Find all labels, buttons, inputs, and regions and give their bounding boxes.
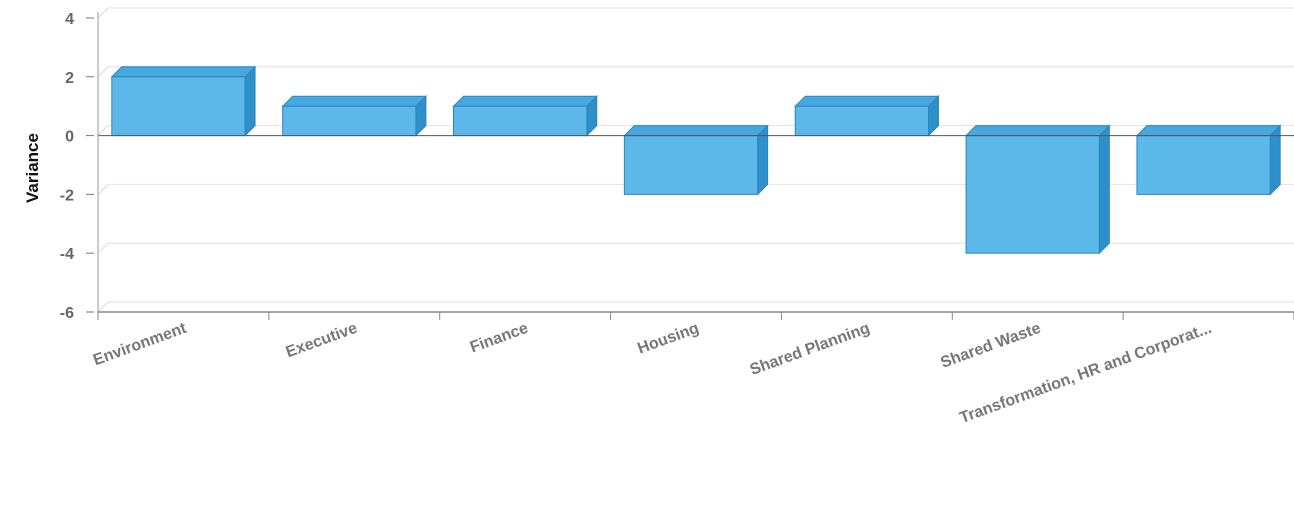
bar-side-face <box>244 65 256 137</box>
x-tick-label: Housing <box>635 320 701 358</box>
gridline-join <box>97 184 109 195</box>
x-tick-label: Environment <box>91 320 189 370</box>
y-tick: 0 <box>65 129 94 146</box>
y-tick: -2 <box>60 187 94 204</box>
bar-top-face <box>1135 125 1282 137</box>
x-axis-ticks: Environment Executive Finance Housing Shared… <box>91 312 1294 427</box>
bar-shared-planning <box>794 94 940 137</box>
bar-front-face <box>453 105 588 137</box>
y-tick-label: 2 <box>65 70 74 87</box>
x-tick-label: Finance <box>468 320 531 357</box>
y-tick-label: -6 <box>60 305 74 322</box>
bar-front-face <box>111 76 246 137</box>
bars <box>110 65 1282 255</box>
bar-top-face <box>281 95 428 107</box>
y-axis-ticks: 4 2 0 -2 -4 -6 <box>60 11 94 322</box>
bar-front-face <box>623 135 759 195</box>
bar-executive <box>281 94 428 137</box>
bar-front-face <box>1136 135 1271 195</box>
gridline-join <box>97 7 109 19</box>
y-tick: 2 <box>65 70 94 87</box>
bar-environment <box>110 65 257 137</box>
x-tick-label: Shared Planning <box>748 320 872 379</box>
y-tick: -6 <box>60 305 94 322</box>
bar-housing <box>623 124 769 196</box>
y-axis-label: Variance <box>23 133 42 203</box>
y-tick-label: 4 <box>65 11 74 28</box>
gridline-join <box>97 66 109 78</box>
bar-front-face <box>794 105 929 137</box>
bar-top-face <box>110 66 257 78</box>
y-tick-label: 0 <box>65 129 74 146</box>
y-tick: -4 <box>60 246 94 263</box>
x-tick-label: Executive <box>284 320 360 362</box>
bar-front-face <box>282 105 417 137</box>
y-tick-label: -2 <box>60 187 74 204</box>
bar-top-face <box>452 95 598 107</box>
y-tick-label: -4 <box>60 246 74 263</box>
bar-front-face <box>965 135 1100 254</box>
gridline-join <box>97 242 109 254</box>
bar-shared-waste <box>964 124 1111 255</box>
bar-top-face <box>623 125 769 137</box>
y-tick: 4 <box>65 11 94 28</box>
gridline-join <box>97 125 109 136</box>
bar-top-face <box>964 125 1111 137</box>
bar-top-face <box>794 95 940 107</box>
gridline-join <box>97 301 109 313</box>
bar-side-face <box>1098 124 1110 255</box>
bar-finance <box>452 94 598 137</box>
axes <box>97 12 1294 313</box>
x-tick-label: Shared Waste <box>938 320 1043 372</box>
